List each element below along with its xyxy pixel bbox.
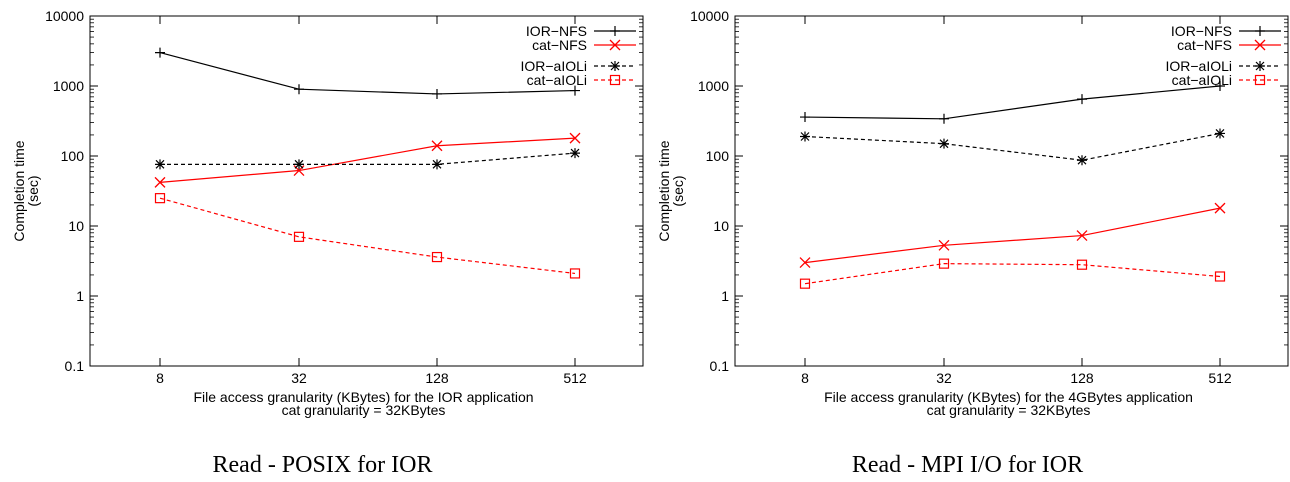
- series-2: [155, 148, 580, 170]
- legend-label: IOR−NFS: [526, 23, 587, 39]
- x-axis-subtitle: cat granularity = 32KBytes: [927, 402, 1091, 418]
- legend-marker: [1254, 74, 1266, 86]
- data-point: [155, 159, 165, 170]
- legend-label: cat−NFS: [532, 37, 587, 53]
- series-line: [159, 137, 576, 183]
- data-point: [939, 138, 949, 149]
- x-tick-label: 32: [291, 370, 307, 386]
- x-axis-title: File access granularity (KBytes) for the…: [193, 389, 533, 405]
- x-tick-label: 128: [425, 370, 449, 386]
- data-point: [570, 85, 580, 96]
- data-point: [431, 251, 443, 263]
- legend-marker: [609, 39, 621, 51]
- series-0: [800, 81, 1225, 124]
- data-point: [799, 278, 811, 289]
- data-point: [1077, 94, 1087, 105]
- y-tick-label: 1: [721, 288, 729, 304]
- data-point: [800, 131, 810, 142]
- y-axis-title: Completion time: [11, 140, 27, 241]
- legend-label: IOR−aIOLi: [520, 58, 587, 74]
- data-point: [1215, 128, 1225, 139]
- y-tick-label: 1000: [698, 78, 729, 94]
- data-point: [1076, 230, 1088, 242]
- data-point: [1215, 81, 1225, 91]
- data-point: [155, 47, 165, 58]
- y-tick-label: 100: [61, 148, 85, 164]
- data-point: [569, 132, 581, 144]
- chart-caption: Read - POSIX for IOR: [212, 452, 433, 478]
- data-point: [570, 148, 580, 159]
- chart-mpiio-svg: 0.1 1 10 100 1000 10000 8 32 128 512 File access g…: [656, 8, 1289, 418]
- series-line: [159, 52, 576, 95]
- legend-marker: [1255, 61, 1265, 71]
- y-tick-label: 10000: [45, 8, 84, 24]
- legend-marker: [609, 74, 621, 86]
- plot-frame: [734, 15, 1289, 367]
- y-tick-label: 10: [713, 218, 729, 234]
- series-3: [154, 193, 581, 279]
- x-tick-label: 8: [156, 370, 164, 386]
- chart-panel-posix: 0.1 1 10 100 1000 10000 8 32 128 512 File access g…: [11, 8, 644, 478]
- data-point: [154, 193, 166, 204]
- legend-marker: [1254, 39, 1266, 51]
- y-tick-label: 1: [76, 288, 84, 304]
- chart-posix-svg: 0.1 1 10 100 1000 10000 8 32 128 512 File access g…: [11, 8, 644, 418]
- data-point: [432, 88, 442, 99]
- data-point: [939, 113, 949, 124]
- data-point: [799, 257, 811, 269]
- series-1: [799, 202, 1226, 269]
- data-point: [938, 258, 950, 269]
- series-line: [160, 152, 576, 165]
- series-line: [804, 263, 1221, 285]
- x-tick-label: 32: [936, 370, 952, 386]
- data-point: [432, 159, 442, 170]
- data-point: [1076, 259, 1088, 270]
- y-axis-subtitle: (sec): [25, 175, 41, 206]
- x-tick-label: 512: [563, 370, 587, 386]
- series-2: [800, 128, 1225, 166]
- series-line: [804, 85, 1221, 120]
- y-tick-label: 10000: [690, 8, 729, 24]
- y-axis-subtitle: (sec): [670, 175, 686, 206]
- series-line: [159, 197, 576, 275]
- x-tick-label: 128: [1070, 370, 1094, 386]
- series-3: [799, 258, 1226, 289]
- legend-marker: [610, 61, 620, 71]
- legend-label: IOR−NFS: [1171, 23, 1232, 39]
- data-point: [431, 140, 443, 152]
- y-tick-label: 100: [706, 148, 730, 164]
- chart-caption: Read - MPI I/O for IOR: [851, 452, 1084, 478]
- data-point: [800, 112, 810, 123]
- y-tick-label: 1000: [53, 78, 84, 94]
- legend-label: IOR−aIOLi: [1165, 58, 1232, 74]
- series-1: [154, 132, 581, 188]
- y-tick-label: 0.1: [65, 358, 85, 374]
- data-point: [1077, 155, 1087, 166]
- series-line: [804, 207, 1221, 264]
- data-point: [154, 176, 166, 188]
- series-line: [804, 132, 1221, 161]
- data-point: [294, 84, 304, 95]
- series-0: [155, 47, 580, 99]
- data-point: [938, 239, 950, 251]
- chart-panel-mpiio: 0.1 1 10 100 1000 10000 8 32 128 512 File access g…: [645, 0, 1290, 482]
- legend-marker: [1255, 26, 1265, 36]
- y-tick-label: 10: [68, 218, 84, 234]
- legend-marker: [610, 26, 620, 36]
- data-point: [293, 231, 305, 242]
- legend-label: cat−NFS: [1177, 37, 1232, 53]
- y-tick-label: 0.1: [710, 358, 730, 374]
- y-axis-title: Completion time: [656, 140, 672, 241]
- legend-label: cat−aIOLi: [527, 72, 587, 88]
- data-point: [1214, 271, 1226, 282]
- x-axis-title: File access granularity (KBytes) for the…: [824, 389, 1193, 405]
- data-point: [569, 268, 581, 279]
- data-point: [1214, 202, 1226, 214]
- x-axis-subtitle: cat granularity = 32KBytes: [282, 402, 446, 418]
- plot-frame: [89, 15, 644, 367]
- data-point: [294, 159, 304, 170]
- x-tick-label: 512: [1208, 370, 1232, 386]
- legend-label: cat−aIOLi: [1172, 72, 1232, 88]
- x-tick-label: 8: [801, 370, 809, 386]
